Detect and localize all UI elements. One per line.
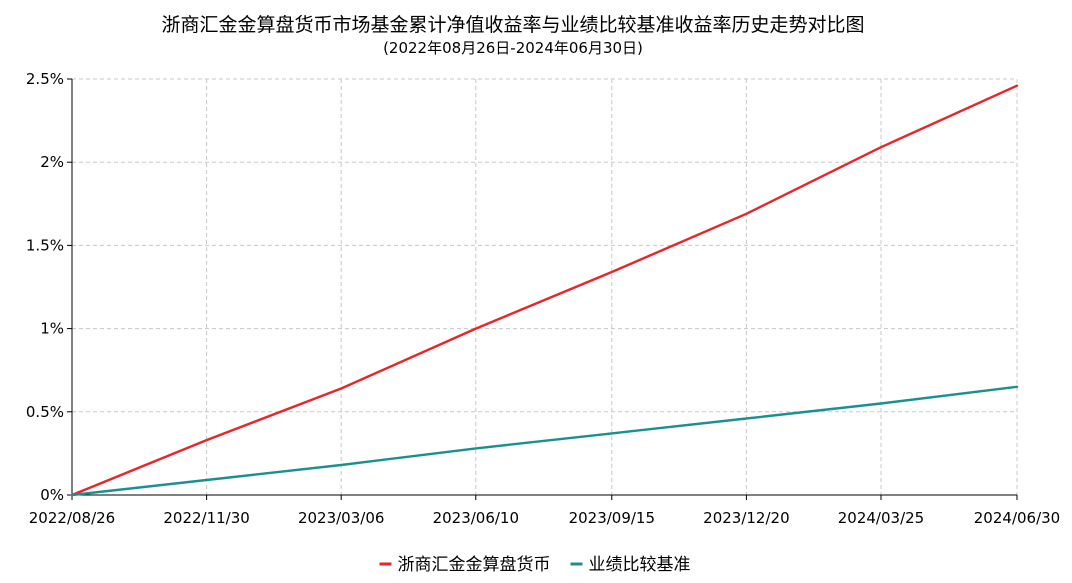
- y-tick-label: 2%: [40, 153, 64, 171]
- grid-lines: [72, 78, 1018, 495]
- x-tick-label: 2024/03/25: [838, 509, 924, 527]
- y-tick-label: 0.5%: [26, 403, 64, 421]
- data-series: [70, 84, 1019, 497]
- legend-label-1: 浙商汇金金算盘货币: [398, 555, 551, 575]
- x-tick-label: 2023/09/15: [569, 509, 655, 527]
- x-tick-label: 2022/08/26: [29, 509, 115, 527]
- chart-subtitle: (2022年08月26日-2024年06月30日): [383, 39, 643, 57]
- y-tick-label: 1%: [40, 320, 64, 338]
- x-tick-label: 2022/11/30: [163, 509, 249, 527]
- chart-title: 浙商汇金金算盘货币市场基金累计净值收益率与业绩比较基准收益率历史走势对比图: [161, 14, 864, 36]
- legend-label-2: 业绩比较基准: [589, 555, 691, 575]
- tick-labels: 0% 0.5% 1% 1.5% 2% 2.5% 2022/08/26 2022/11/30 20…: [26, 70, 1060, 527]
- y-tick-label: 0%: [40, 486, 64, 504]
- x-tick-label: 2023/12/20: [703, 509, 789, 527]
- x-tick-label: 2023/03/06: [298, 509, 384, 527]
- x-tick-label: 2024/06/30: [974, 509, 1060, 527]
- y-tick-label: 1.5%: [26, 236, 64, 254]
- series-line-1: [70, 84, 1019, 497]
- y-tick-label: 2.5%: [26, 70, 64, 88]
- series-line-2: [70, 385, 1019, 497]
- x-tick-label: 2023/06/10: [433, 509, 519, 527]
- legend: 浙商汇金金算盘货币 业绩比较基准: [379, 555, 691, 575]
- axes: [67, 78, 1018, 500]
